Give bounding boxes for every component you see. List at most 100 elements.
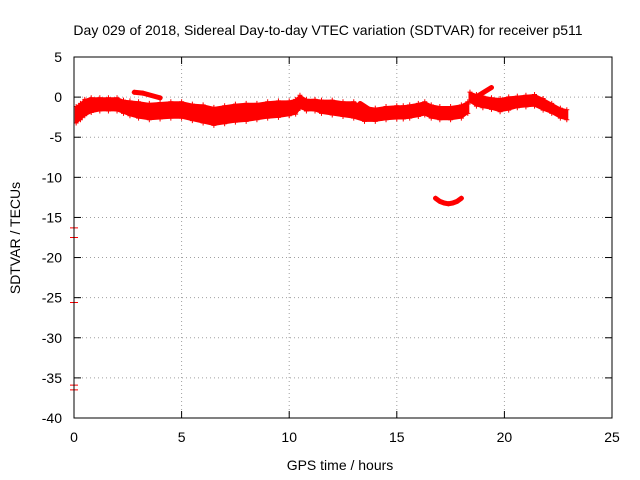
y-tick-label: -15 bbox=[42, 209, 62, 225]
sdtvar-point bbox=[293, 111, 299, 117]
sdtvar-arc bbox=[357, 101, 391, 120]
sdtvar-point bbox=[450, 200, 456, 206]
sdtvar-point bbox=[265, 99, 271, 105]
sdtvar-point bbox=[400, 103, 406, 109]
y-tick-label: -30 bbox=[42, 330, 62, 346]
sdtvar-point bbox=[441, 200, 447, 206]
sdtvar-point bbox=[422, 112, 428, 118]
sdtvar-point bbox=[157, 95, 163, 101]
sdtvar-point bbox=[179, 115, 185, 121]
sdtvar-point bbox=[433, 195, 439, 201]
sdtvar-point bbox=[437, 117, 443, 123]
sdtvar-point bbox=[265, 115, 271, 121]
sdtvar-point bbox=[514, 105, 520, 111]
sdtvar-point bbox=[422, 99, 428, 105]
sdtvar-point bbox=[437, 198, 443, 204]
sdtvar-point bbox=[303, 108, 309, 114]
sdtvar-point bbox=[476, 93, 482, 99]
sdtvar-point bbox=[488, 84, 494, 90]
sdtvar-point bbox=[557, 115, 563, 121]
sdtvar-band bbox=[468, 91, 569, 121]
y-tick-label: 5 bbox=[54, 49, 62, 65]
sdtvar-point bbox=[189, 101, 195, 107]
sdtvar-point bbox=[523, 104, 529, 110]
sdtvar-point bbox=[458, 115, 464, 121]
axis-ticks bbox=[73, 56, 613, 419]
sdtvar-point bbox=[136, 115, 142, 121]
x-tick-label: 15 bbox=[389, 429, 405, 445]
sdtvar-point bbox=[400, 116, 406, 122]
sdtvar-point bbox=[275, 114, 281, 120]
sdtvar-point bbox=[488, 106, 494, 112]
sdtvar-point bbox=[232, 119, 238, 125]
x-axis-label: GPS time / hours bbox=[287, 457, 394, 473]
sdtvar-point bbox=[254, 100, 260, 106]
sdtvar-point bbox=[157, 116, 163, 122]
sdtvar-point bbox=[407, 115, 413, 121]
sdtvar-point bbox=[428, 102, 434, 108]
sdtvar-point bbox=[465, 110, 471, 116]
sdtvar-point bbox=[312, 108, 318, 114]
y-tick-label: -40 bbox=[42, 410, 62, 426]
sdtvar-point bbox=[88, 95, 94, 101]
sdtvar-point bbox=[293, 96, 299, 102]
sdtvar-point bbox=[564, 107, 570, 113]
sdtvar-point bbox=[394, 116, 400, 122]
sdtvar-point bbox=[77, 100, 83, 106]
sdtvar-point bbox=[506, 107, 512, 113]
sdtvar-point bbox=[275, 98, 281, 104]
sdtvar-point bbox=[557, 105, 563, 111]
sdtvar-arc bbox=[469, 85, 494, 102]
sdtvar-point bbox=[297, 92, 303, 98]
sdtvar-point bbox=[377, 111, 383, 117]
sdtvar-point bbox=[506, 94, 512, 100]
sdtvar-point bbox=[254, 117, 260, 123]
sdtvar-point bbox=[168, 115, 174, 121]
sdtvar-point bbox=[97, 108, 103, 114]
sdtvar-point bbox=[448, 117, 454, 123]
sdtvar-point bbox=[120, 97, 126, 103]
sdtvar-point bbox=[458, 102, 464, 108]
sdtvar-point bbox=[318, 110, 324, 116]
sdtvar-point bbox=[232, 101, 238, 107]
sdtvar-point bbox=[458, 195, 464, 201]
sdtvar-point bbox=[222, 121, 228, 127]
sdtvar-point bbox=[120, 110, 126, 116]
sdtvar-point bbox=[549, 110, 555, 116]
sdtvar-point bbox=[532, 103, 538, 109]
y-axis-label: SDTVAR / TECUs bbox=[7, 182, 23, 294]
sdtvar-point bbox=[211, 122, 217, 128]
sdtvar-point bbox=[549, 100, 555, 106]
sdtvar-point bbox=[394, 103, 400, 109]
sdtvar-point bbox=[318, 97, 324, 103]
sdtvar-point bbox=[448, 104, 454, 110]
x-tick-label: 10 bbox=[281, 429, 297, 445]
sdtvar-point bbox=[211, 104, 217, 110]
sdtvar-point bbox=[415, 114, 421, 120]
sdtvar-point bbox=[88, 110, 94, 116]
sdtvar-point bbox=[514, 93, 520, 99]
sdtvar-point bbox=[200, 120, 206, 126]
sdtvar-point bbox=[286, 98, 292, 104]
sdtvar-point bbox=[383, 104, 389, 110]
sdtvar-point bbox=[179, 99, 185, 105]
sdtvar-point bbox=[127, 113, 133, 119]
sdtvar-point bbox=[362, 118, 368, 124]
y-tick-label: -35 bbox=[42, 370, 62, 386]
sdtvar-point bbox=[168, 99, 174, 105]
data-points bbox=[70, 84, 570, 394]
sdtvar-point bbox=[140, 90, 146, 96]
sdtvar-point bbox=[329, 97, 335, 103]
sdtvar-point bbox=[97, 95, 103, 101]
sdtvar-point bbox=[469, 96, 475, 102]
sdtvar-point bbox=[445, 201, 451, 207]
sdtvar-point bbox=[329, 112, 335, 118]
x-tick-label: 0 bbox=[70, 429, 78, 445]
sdtvar-point bbox=[437, 104, 443, 110]
sdtvar-point bbox=[415, 100, 421, 106]
sdtvar-point bbox=[312, 96, 318, 102]
sdtvar-point bbox=[114, 108, 120, 114]
sdtvar-point bbox=[131, 89, 137, 95]
sdtvar-point bbox=[286, 113, 292, 119]
sdtvar-point bbox=[114, 95, 120, 101]
